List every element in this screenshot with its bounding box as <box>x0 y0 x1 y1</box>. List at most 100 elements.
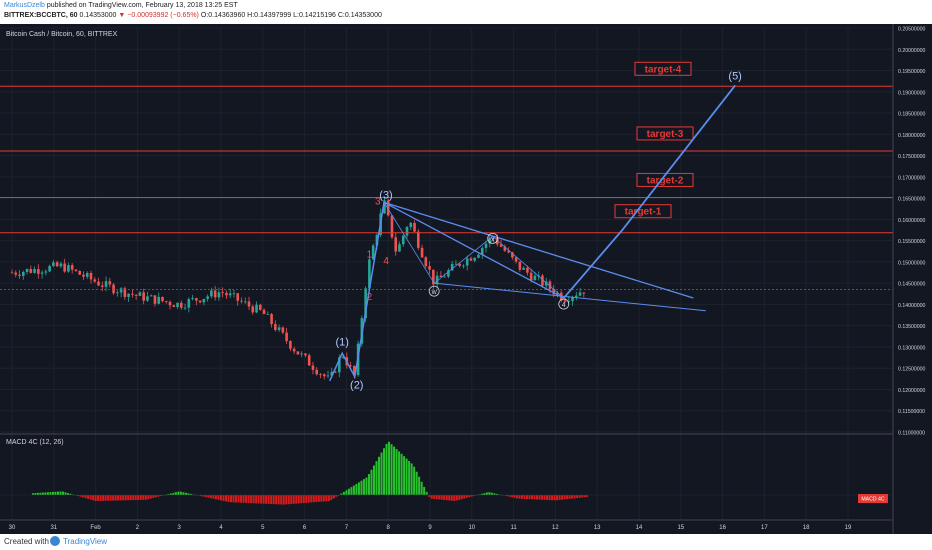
macd-bar <box>99 495 102 501</box>
macd-bar <box>533 495 536 500</box>
macd-bar <box>41 492 44 495</box>
candle-body <box>187 299 191 308</box>
candle-body <box>59 263 63 267</box>
macd-bar <box>310 495 313 503</box>
macd-bar <box>94 495 97 501</box>
price-tick: 0.18500000 <box>898 112 926 118</box>
author-link[interactable]: MarkusDzelb <box>4 2 45 9</box>
macd-bar <box>458 495 461 500</box>
candle-body <box>55 262 59 267</box>
macd-bar <box>538 495 541 500</box>
candle-body <box>97 281 100 286</box>
symbol-line: BITTREX:BCCBTC, 60 0.14353000 ▼ −0.00093… <box>4 12 382 19</box>
macd-bar <box>428 495 431 497</box>
macd-bar <box>297 495 300 504</box>
macd-bar <box>275 495 278 505</box>
macd-bar <box>104 495 107 501</box>
time-tick: 10 <box>468 525 475 531</box>
time-tick: Feb <box>90 525 101 531</box>
macd-bar <box>257 495 260 504</box>
macd-bar <box>167 494 170 495</box>
candle-body <box>548 281 552 290</box>
publish-info: published on TradingView.com, February 1… <box>46 2 238 9</box>
macd-bar <box>342 491 345 495</box>
created-with-text: Created with <box>4 537 49 546</box>
macd-bar <box>556 495 559 501</box>
candle-body <box>386 200 390 216</box>
candle-body <box>210 290 213 297</box>
candle-body <box>424 257 428 267</box>
macd-bar <box>463 495 466 499</box>
macd-bar <box>330 495 333 500</box>
macd-bar <box>383 448 386 495</box>
candle-body <box>142 292 145 301</box>
macd-bar <box>67 493 70 495</box>
macd-bar <box>367 474 370 495</box>
candle-body <box>134 294 138 296</box>
ohlc-values: O:0.14363960 H:0.14397999 L:0.14215196 C… <box>200 12 382 19</box>
macd-bar <box>362 479 365 495</box>
candle-body <box>10 272 14 274</box>
candle-body <box>70 265 74 270</box>
macd-bar <box>425 491 428 495</box>
price-tick: 0.11500000 <box>898 409 925 415</box>
macd-bar <box>365 477 368 495</box>
candle-body <box>258 304 262 310</box>
candle-body <box>526 267 529 273</box>
chart-area[interactable]: target-10.15686242target-20.16515594targ… <box>0 24 932 534</box>
macd-bar <box>292 495 295 504</box>
subwave-label-4: 4 <box>383 256 389 267</box>
candle-body <box>183 307 187 309</box>
macd-bar <box>282 495 285 505</box>
candle-body <box>37 269 40 274</box>
macd-bar <box>433 495 436 499</box>
price-tick: 0.15500000 <box>898 239 926 245</box>
macd-bar <box>423 486 426 495</box>
candle-body <box>390 215 394 238</box>
wave-label-5: (5) <box>728 70 741 82</box>
candle-body <box>104 281 108 287</box>
macd-bar <box>227 495 230 503</box>
candle-body <box>179 302 183 308</box>
time-tick: 4 <box>219 525 223 531</box>
macd-bar <box>495 493 498 495</box>
wave-channel <box>328 84 736 382</box>
candle-body <box>458 263 461 266</box>
tradingview-brand[interactable]: TradingView <box>63 537 108 546</box>
candle-body <box>337 357 341 373</box>
candle-body <box>518 261 522 270</box>
macd-bar <box>82 495 85 498</box>
candle-body <box>420 247 424 258</box>
macd-bar <box>523 495 526 499</box>
candle-body <box>368 259 371 289</box>
macd-bar <box>312 495 315 503</box>
macd-bar <box>546 495 549 500</box>
candle-body <box>52 262 55 266</box>
macd-bar <box>450 495 453 501</box>
macd-bar <box>445 495 448 501</box>
macd-bar <box>64 492 67 495</box>
subwave-label-3: 3 <box>375 196 381 207</box>
candle-body <box>394 237 398 252</box>
price-tick: 0.20500000 <box>898 27 926 33</box>
macd-bar <box>465 495 468 498</box>
macd-bar <box>230 495 233 503</box>
candle-body <box>428 266 431 270</box>
candle-body <box>93 279 97 282</box>
macd-bar <box>543 495 546 500</box>
macd-bar <box>485 492 488 495</box>
macd-bar <box>114 495 117 501</box>
candle-body <box>405 226 409 236</box>
candle-body <box>503 246 507 251</box>
candle-body <box>123 288 127 297</box>
wave-label-3: (3) <box>379 189 392 201</box>
macd-bar <box>260 495 263 504</box>
time-tick: 9 <box>428 525 432 531</box>
candle-body <box>533 275 537 281</box>
candle-body <box>492 237 495 239</box>
macd-bar <box>69 493 72 495</box>
candle-body <box>89 272 93 280</box>
macd-bar <box>345 490 348 495</box>
macd-bar <box>300 495 303 504</box>
price-tick: 0.14000000 <box>898 303 926 309</box>
